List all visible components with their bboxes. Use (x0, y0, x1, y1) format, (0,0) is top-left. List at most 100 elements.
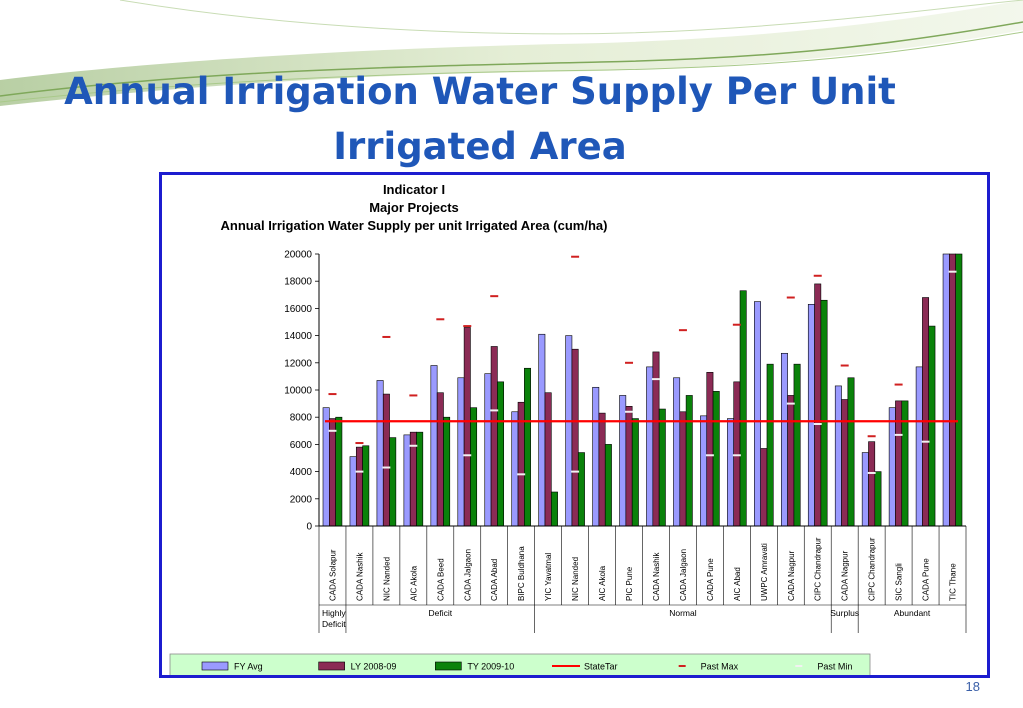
bar-ly-2008-09 (544, 392, 552, 527)
bar-fy-avg (322, 407, 330, 527)
bar-ty-2009-10 (604, 444, 612, 527)
y-tick-label: 6000 (290, 440, 313, 451)
bar-ly-2008-09 (436, 392, 444, 527)
bar-ly-2008-09 (922, 297, 930, 527)
bar-ly-2008-09 (329, 418, 336, 527)
x-category-label: CADA Nashik (652, 552, 661, 601)
bar-ly-2008-09 (625, 406, 633, 527)
legend-label: Past Min (817, 662, 852, 672)
bar-ty-2009-10 (685, 395, 693, 527)
bar-ty-2009-10 (389, 437, 397, 527)
y-tick-label: 8000 (290, 413, 313, 424)
x-category-label: CADA Abad (490, 559, 499, 601)
bar-fy-avg (700, 415, 708, 527)
x-category-label: BIPC Buldhana (517, 546, 526, 601)
chart-frame: Indicator I Major Projects Annual Irrigati… (159, 172, 990, 678)
bar-ty-2009-10 (658, 408, 666, 527)
group-label: Surplus (830, 608, 859, 618)
bar-fy-avg (888, 407, 896, 527)
bar-fy-avg (565, 335, 573, 527)
bar-ty-2009-10 (766, 363, 774, 527)
bar-ty-2009-10 (793, 363, 801, 527)
x-category-label: NIC Nanded (382, 557, 391, 601)
bar-ty-2009-10 (497, 381, 505, 527)
bar-ly-2008-09 (733, 381, 741, 527)
bar-ty-2009-10 (524, 367, 531, 527)
y-tick-label: 10000 (284, 386, 312, 397)
bar-fy-avg (592, 386, 600, 527)
bar-ty-2009-10 (631, 418, 639, 527)
x-category-label: CADA Jalgaon (463, 549, 472, 601)
bar-ly-2008-09 (814, 283, 822, 527)
x-category-label: CADA Jalgaon (679, 549, 688, 601)
bar-fy-avg (780, 352, 788, 527)
bar-fy-avg (807, 304, 815, 527)
bar-fy-avg (834, 385, 842, 527)
bar-ly-2008-09 (841, 399, 849, 527)
bar-ty-2009-10 (739, 290, 747, 527)
bar-ty-2009-10 (847, 377, 855, 527)
bar-fy-avg (942, 253, 950, 527)
y-tick-label: 16000 (284, 304, 312, 315)
x-category-label: CADA Nashik (355, 552, 364, 601)
y-tick-label: 14000 (284, 331, 312, 342)
bar-ly-2008-09 (652, 351, 660, 527)
bar-ly-2008-09 (598, 412, 606, 527)
y-tick-label: 20000 (284, 250, 312, 261)
legend-label: StateTar (584, 662, 618, 672)
bar-ly-2008-09 (679, 411, 687, 527)
bar-fy-avg (915, 366, 923, 527)
x-category-label: CIPC Chandrapur (868, 537, 877, 601)
bar-ty-2009-10 (820, 299, 828, 527)
y-tick-label: 12000 (284, 358, 312, 369)
x-category-label: CADA Pune (922, 558, 931, 601)
bar-ly-2008-09 (895, 400, 903, 527)
x-category-label: CADA Solapur (328, 549, 337, 601)
bar-ly-2008-09 (463, 327, 471, 527)
bar-ly-2008-09 (355, 446, 363, 527)
bar-fy-avg (484, 373, 492, 527)
bar-ly-2008-09 (706, 372, 714, 527)
bar-fy-avg (349, 456, 357, 527)
legend-box (169, 653, 871, 675)
bar-fy-avg (673, 377, 681, 527)
bar-ty-2009-10 (335, 416, 343, 527)
bar-fy-avg (646, 366, 654, 527)
chart-title-line-1: Indicator I (383, 182, 445, 197)
x-category-label: UWPC Amravati (760, 543, 769, 601)
x-category-label: CADA Beed (436, 558, 445, 601)
bar-ty-2009-10 (712, 391, 720, 527)
bar-fy-avg (376, 380, 384, 527)
legend-swatch (435, 661, 462, 671)
bar-ly-2008-09 (760, 448, 768, 527)
bar-ly-2008-09 (382, 393, 390, 527)
x-category-label: CADA Pune (706, 558, 715, 601)
legend-label: FY Avg (234, 662, 263, 672)
bar-chart: Indicator I Major Projects Annual Irrigati… (169, 182, 967, 675)
legend-label: TY 2009-10 (467, 662, 514, 672)
bar-fy-avg (403, 434, 411, 527)
bar-ly-2008-09 (787, 395, 795, 527)
y-tick-label: 18000 (284, 277, 312, 288)
x-category-label: TIC Thane (949, 563, 958, 601)
group-label: Abundant (894, 608, 931, 618)
group-label: Deficit (429, 608, 453, 618)
bar-ty-2009-10 (551, 491, 558, 527)
chart-title-line-2: Major Projects (369, 200, 459, 215)
bar-ly-2008-09 (571, 348, 579, 527)
bar-fy-avg (619, 395, 627, 527)
bar-fy-avg (457, 377, 465, 527)
bar-ty-2009-10 (416, 431, 424, 527)
x-category-label: AIC Abad (733, 567, 742, 601)
bar-ty-2009-10 (901, 400, 909, 527)
x-category-label: CADA Nagpur (787, 550, 796, 601)
y-tick-label: 2000 (290, 494, 313, 505)
legend-label: Past Max (701, 662, 739, 672)
bar-ty-2009-10 (443, 416, 451, 527)
bar-ty-2009-10 (577, 452, 585, 527)
x-category-label: NIC Nanded (571, 557, 580, 601)
bar-fy-avg (727, 418, 734, 527)
legend-label: LY 2008-09 (351, 662, 397, 672)
bar-fy-avg (538, 333, 546, 527)
